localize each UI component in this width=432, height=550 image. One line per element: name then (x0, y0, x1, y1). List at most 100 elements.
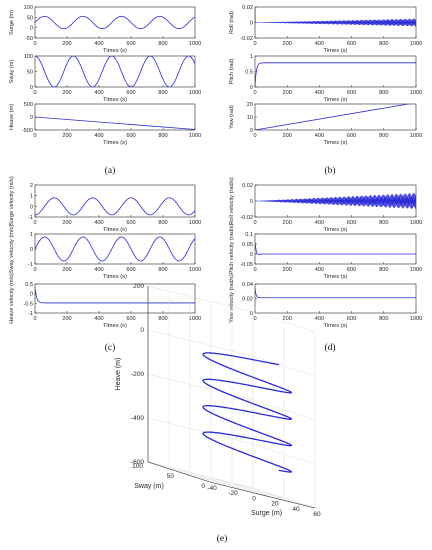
x-tick-label: 0 (253, 133, 256, 139)
y-tick-label: 0.05 (242, 242, 253, 248)
plot-frame (34, 55, 196, 88)
y-tick-label: 0.5 (245, 70, 253, 76)
series-line (35, 116, 195, 130)
panel-a-plot: 0 200 400 600 800 1000 0 50 100 Times (s) Sway (m) (9, 54, 201, 103)
x-axis-label: Times (s) (103, 227, 127, 233)
x-tick-label: 1000 (410, 90, 422, 96)
y-tick-label: 0 (30, 85, 33, 91)
x-tick-label: 200 (283, 267, 292, 273)
caption-b: (b) (324, 165, 335, 176)
y-tick-label: -50 (25, 36, 33, 42)
y-tick-label: 0 (250, 252, 253, 258)
x-tick-label: 200 (62, 133, 71, 139)
axis-line (147, 461, 211, 483)
x-tick-label: 0 (33, 220, 36, 226)
x-tick-label: 0 (33, 133, 36, 139)
y-axis-label: Sway (m) (134, 483, 164, 490)
y-tick-label: -1 (28, 215, 33, 221)
y-tick-label: 500 (24, 102, 33, 108)
y-tick-label: -1 (28, 262, 33, 268)
x-tick-label: 200 (283, 316, 292, 322)
panel-c-plot: 0 200 400 600 800 1000 -1 -0.5 0 0.5 Times (s) Heav… (9, 273, 201, 329)
x-tick-label: 600 (126, 90, 135, 96)
panel-b-plot: 0 200 400 600 800 1000 0 10 20 Times (s) Yaw (rad) (229, 102, 422, 146)
x-tick-label: 400 (94, 267, 103, 273)
x-axis-label: Times (s) (103, 140, 127, 146)
x-tick-label: 200 (62, 220, 71, 226)
x-tick-label: 800 (379, 267, 388, 273)
x-tick-label: 800 (158, 90, 167, 96)
grid-line (147, 461, 254, 489)
x-axis-label: Times (s) (103, 274, 127, 280)
y-tick-label: -1 (28, 311, 33, 317)
grid-line (147, 329, 254, 357)
z-axis-label: Heave (m) (115, 358, 122, 391)
z-tick-label: -200 (131, 371, 144, 378)
y-tick-label: 100 (24, 54, 33, 60)
y-tick-label: -0.5 (23, 301, 33, 307)
x-tick-label: 1000 (189, 41, 201, 47)
x-axis-label: Times (s) (324, 97, 348, 103)
plot-frame (254, 283, 417, 314)
x-axis-label: Times (s) (103, 48, 127, 54)
y-axis-label: Surge (m) (9, 10, 15, 35)
x-tick-label: 200 (283, 41, 292, 47)
x-tick-label: 1000 (410, 316, 422, 322)
x-tick-label: 600 (347, 133, 356, 139)
y-tick-label: 50 (27, 15, 33, 21)
x-axis-label: Times (s) (324, 48, 348, 54)
y-tick-label: 0 (201, 483, 205, 490)
x-tick-label: 400 (94, 41, 103, 47)
plot-frame (34, 283, 196, 314)
x-tick-label: 1000 (189, 267, 201, 273)
y-tick-label: 0 (250, 311, 253, 317)
y-tick-label: -0.02 (240, 36, 253, 42)
x-tick-label: 200 (283, 90, 292, 96)
x-tick-label: 800 (379, 133, 388, 139)
x-tick-label: 0 (253, 316, 256, 322)
x-tick-label: 800 (158, 267, 167, 273)
x-tick-label: 800 (158, 41, 167, 47)
y-axis-label: Roll (rad) (229, 11, 235, 34)
x-tick-label: 600 (347, 316, 356, 322)
x-tick-label: 400 (315, 316, 324, 322)
x-tick-label: 400 (315, 220, 324, 226)
caption-a: (a) (105, 165, 116, 176)
x-tick-label: 200 (62, 90, 71, 96)
x-tick-label: 600 (126, 267, 135, 273)
series-line (255, 287, 416, 299)
grid-line (147, 373, 254, 401)
series-line (35, 56, 195, 87)
caption-e: (e) (217, 533, 228, 544)
y-axis-label: Pitch velocity (rad/s) (229, 224, 235, 274)
x-tick-label: -40 (207, 485, 217, 492)
x-tick-label: 800 (379, 90, 388, 96)
plot-frame (34, 233, 196, 265)
x-tick-label: 400 (315, 267, 324, 273)
axis-line (209, 481, 316, 509)
y-axis-label: Heave (m) (9, 104, 15, 130)
y-tick-label: 100 (24, 5, 33, 11)
y-tick-label: -500 (22, 128, 33, 134)
x-axis-label: Times (s) (324, 140, 348, 146)
x-tick-label: 800 (379, 220, 388, 226)
series-line (255, 193, 416, 209)
x-tick-label: 600 (347, 220, 356, 226)
y-tick-label: 50 (27, 70, 33, 76)
grid-line (147, 417, 254, 445)
series-line (255, 8, 416, 27)
y-tick-label: 1 (30, 232, 33, 238)
y-tick-label: 0 (30, 247, 33, 253)
x-tick-label: 0 (253, 220, 256, 226)
series-line (35, 287, 195, 304)
x-tick-label: 60 (313, 511, 321, 518)
y-tick-label: 0 (250, 128, 253, 134)
x-tick-label: 400 (315, 133, 324, 139)
series-line (35, 236, 195, 262)
x-tick-label: 1000 (189, 316, 201, 322)
y-tick-label: -0.05 (240, 262, 253, 268)
